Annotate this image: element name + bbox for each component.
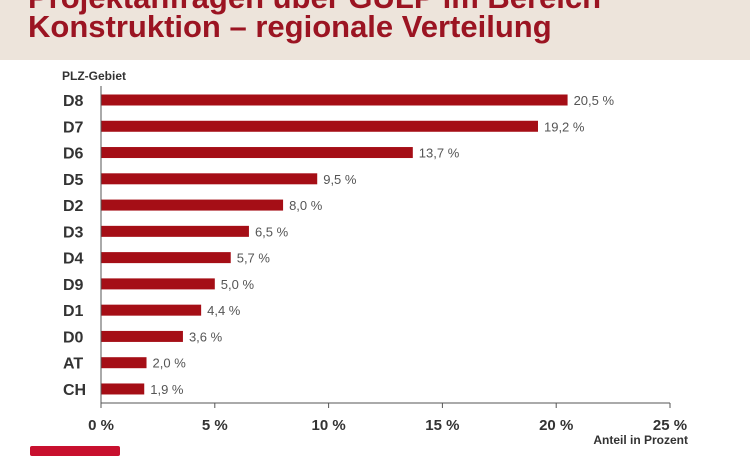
value-label-ch: 1,9 % (150, 382, 184, 397)
category-label-ch: CH (63, 382, 86, 399)
value-label-d4: 5,7 % (237, 251, 271, 266)
bar-d7 (101, 120, 538, 132)
category-label-d6: D6 (63, 146, 84, 163)
bar-d3 (101, 225, 249, 237)
bar-d8 (101, 94, 568, 106)
value-label-d0: 3,6 % (189, 329, 223, 344)
category-label-d4: D4 (63, 251, 84, 268)
bars-group: D8 20,5 % D7 19,2 % D6 13,7 % D5 9,5 % D2 8,0 % D3… (63, 93, 614, 399)
value-label-d8: 20,5 % (574, 93, 615, 108)
bar-d2 (101, 199, 284, 211)
x-axis-ticks: 0 % 5 % 10 % 15 % 20 % 25 % (88, 403, 687, 434)
y-axis-title: PLZ-Gebiet (62, 69, 126, 83)
x-tick-label: 15 % (425, 417, 459, 434)
bar-d6 (101, 147, 413, 159)
category-label-at: AT (63, 356, 83, 373)
category-label-d8: D8 (63, 93, 84, 110)
value-label-d9: 5,0 % (221, 277, 255, 292)
bar-d4 (101, 252, 231, 264)
bar-d1 (101, 304, 202, 316)
category-label-d9: D9 (63, 277, 84, 294)
x-tick-label: 25 % (653, 417, 687, 434)
chart-title-line-1: Projektanfragen über GULP im Bereich (28, 0, 601, 15)
x-axis-title: Anteil in Prozent (593, 433, 688, 447)
bar-ch (101, 383, 145, 395)
bar-at (101, 357, 147, 369)
value-label-d1: 4,4 % (207, 303, 241, 318)
logo-fragment (30, 446, 120, 456)
value-label-d5: 9,5 % (323, 172, 357, 187)
x-tick-label: 20 % (539, 417, 573, 434)
value-label-at: 2,0 % (153, 356, 187, 371)
category-label-d5: D5 (63, 172, 84, 189)
category-label-d7: D7 (63, 119, 84, 136)
bar-d0 (101, 330, 183, 342)
x-tick-label: 10 % (311, 417, 345, 434)
category-label-d3: D3 (63, 224, 84, 241)
x-tick-label: 5 % (202, 417, 228, 434)
value-label-d2: 8,0 % (289, 198, 323, 213)
value-label-d3: 6,5 % (255, 224, 289, 239)
value-label-d6: 13,7 % (419, 146, 460, 161)
header-banner: Projektanfragen über GULP im Bereich Kon… (0, 0, 750, 60)
x-tick-label: 0 % (88, 417, 114, 434)
category-label-d1: D1 (63, 303, 84, 320)
category-label-d2: D2 (63, 198, 84, 215)
value-label-d7: 19,2 % (544, 119, 585, 134)
bar-d9 (101, 278, 215, 290)
chart-title-line-2: Konstruktion – regionale Verteilung (28, 9, 552, 44)
bar-d5 (101, 173, 318, 185)
category-label-d0: D0 (63, 329, 84, 346)
